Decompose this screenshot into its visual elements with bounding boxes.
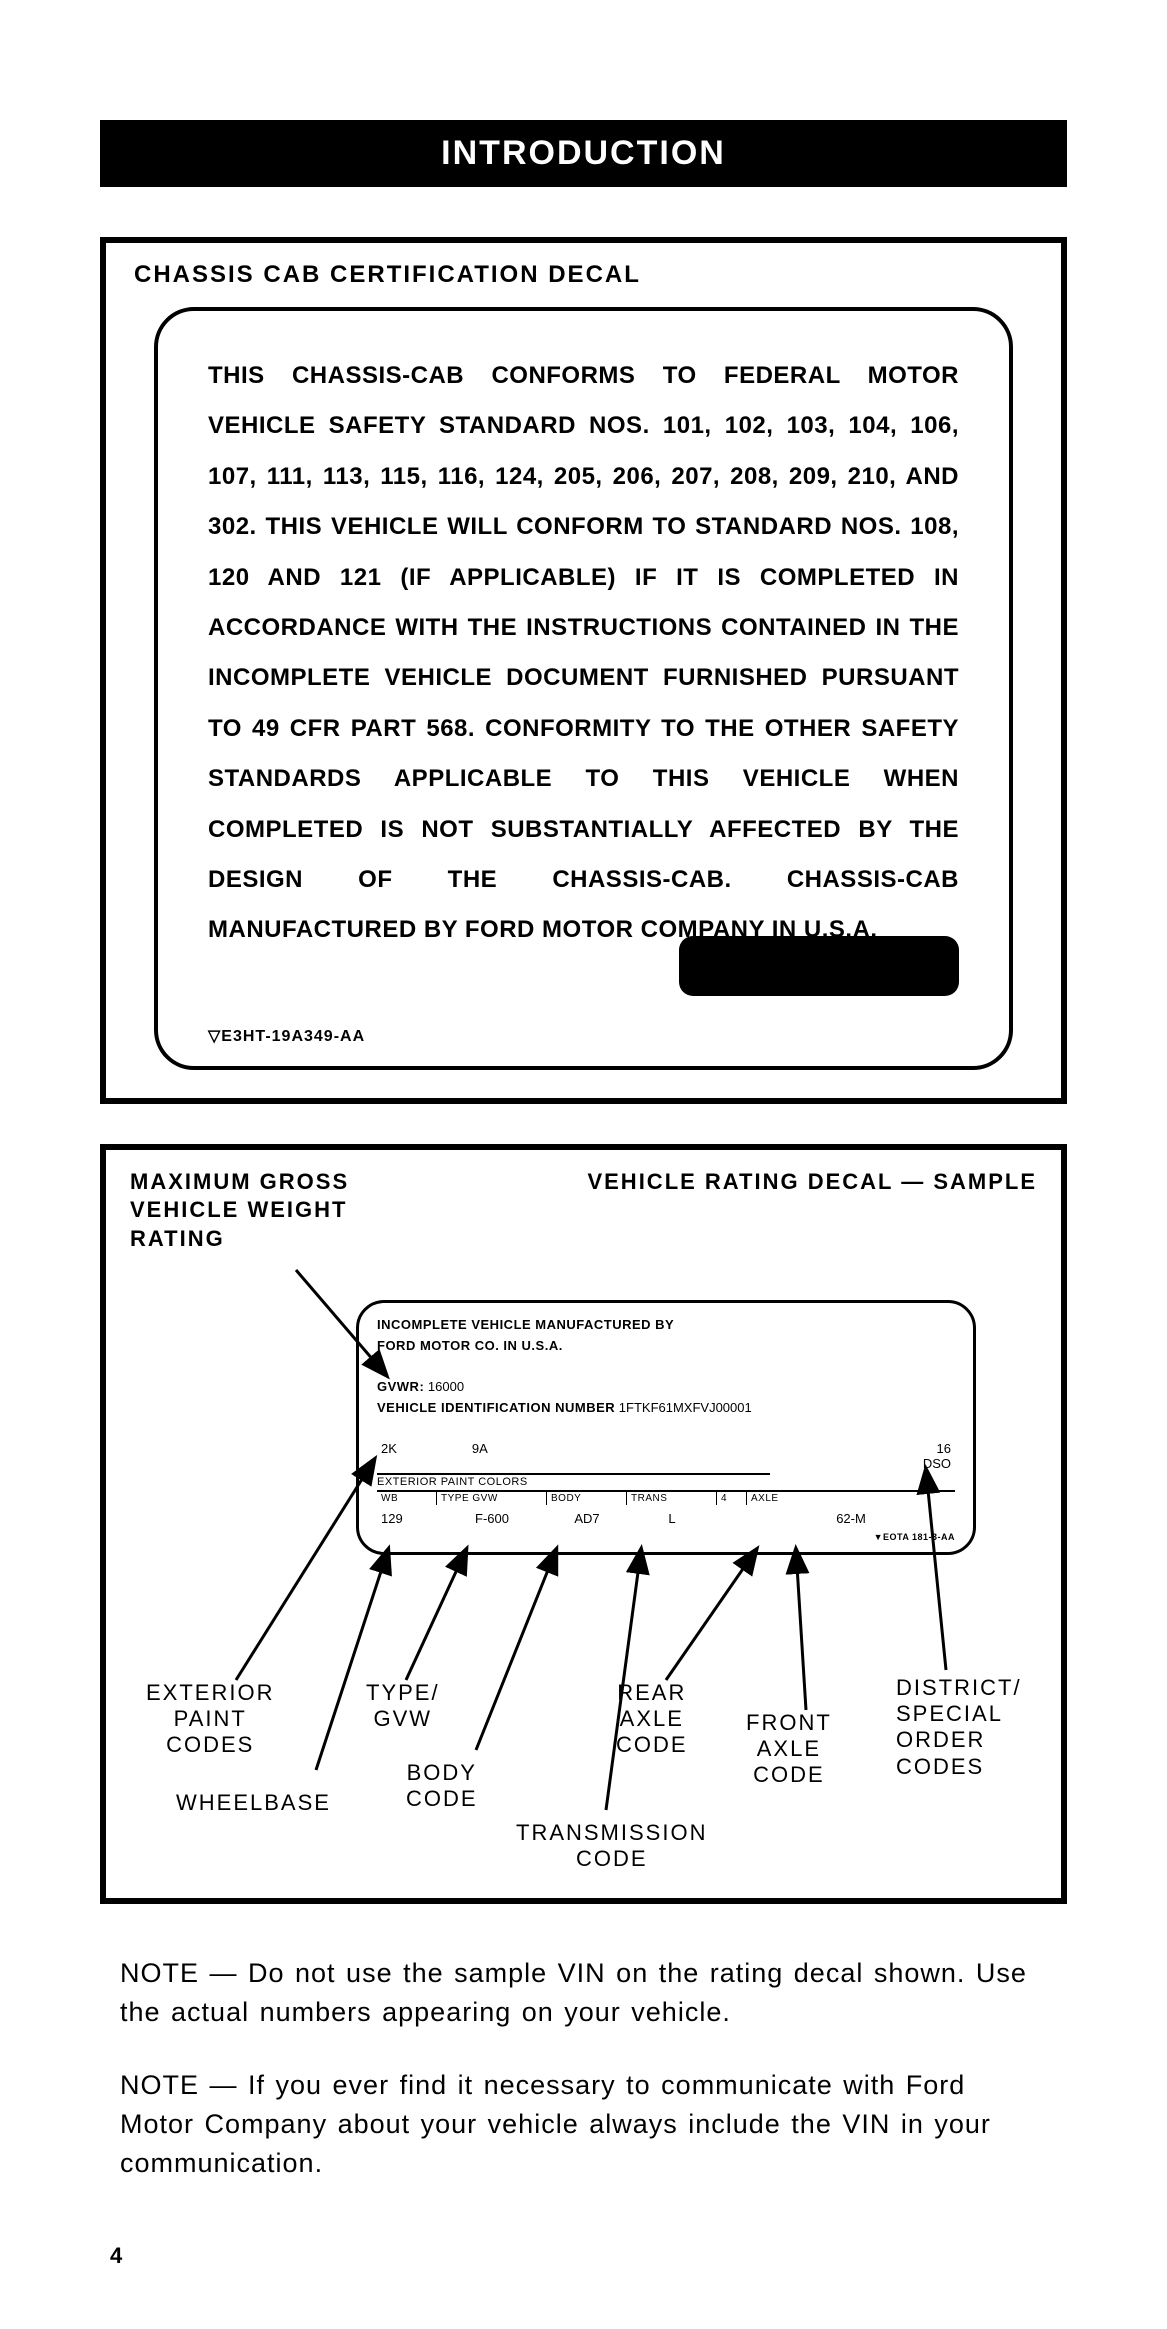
decal-box-1: CHASSIS CAB CERTIFICATION DECAL THIS CHA… (100, 237, 1067, 1104)
decal1-part-no: ▽E3HT-19A349-AA (208, 1026, 959, 1046)
callout-ext-paint: EXTERIORPAINTCODES (146, 1680, 274, 1759)
callout-body-code: BODYCODE (406, 1760, 478, 1813)
section-header: INTRODUCTION (100, 120, 1067, 187)
redaction-block (679, 936, 959, 996)
decal1-body: THIS CHASSIS-CAB CONFORMS TO FEDERAL MOT… (208, 351, 959, 956)
callout-type-gvw: TYPE/GVW (366, 1680, 440, 1733)
callout-trans-code: TRANSMISSIONCODE (516, 1820, 707, 1873)
callout-rear-axle: REARAXLECODE (616, 1680, 688, 1759)
callout-dso: DISTRICT/SPECIALORDERCODES (896, 1675, 1022, 1781)
decal1-inner: THIS CHASSIS-CAB CONFORMS TO FEDERAL MOT… (154, 307, 1013, 1070)
note-2: NOTE — If you ever find it necessary to … (120, 2066, 1047, 2183)
decal-box-2: MAXIMUM GROSS VEHICLE WEIGHT RATING VEHI… (100, 1144, 1067, 1904)
callout-wheelbase: WHEELBASE (176, 1790, 331, 1816)
decal1-title: CHASSIS CAB CERTIFICATION DECAL (134, 261, 1033, 289)
callout-front-axle: FRONTAXLECODE (746, 1710, 832, 1789)
page-number: 4 (110, 2243, 1067, 2269)
note-1: NOTE — Do not use the sample VIN on the … (120, 1954, 1047, 2032)
